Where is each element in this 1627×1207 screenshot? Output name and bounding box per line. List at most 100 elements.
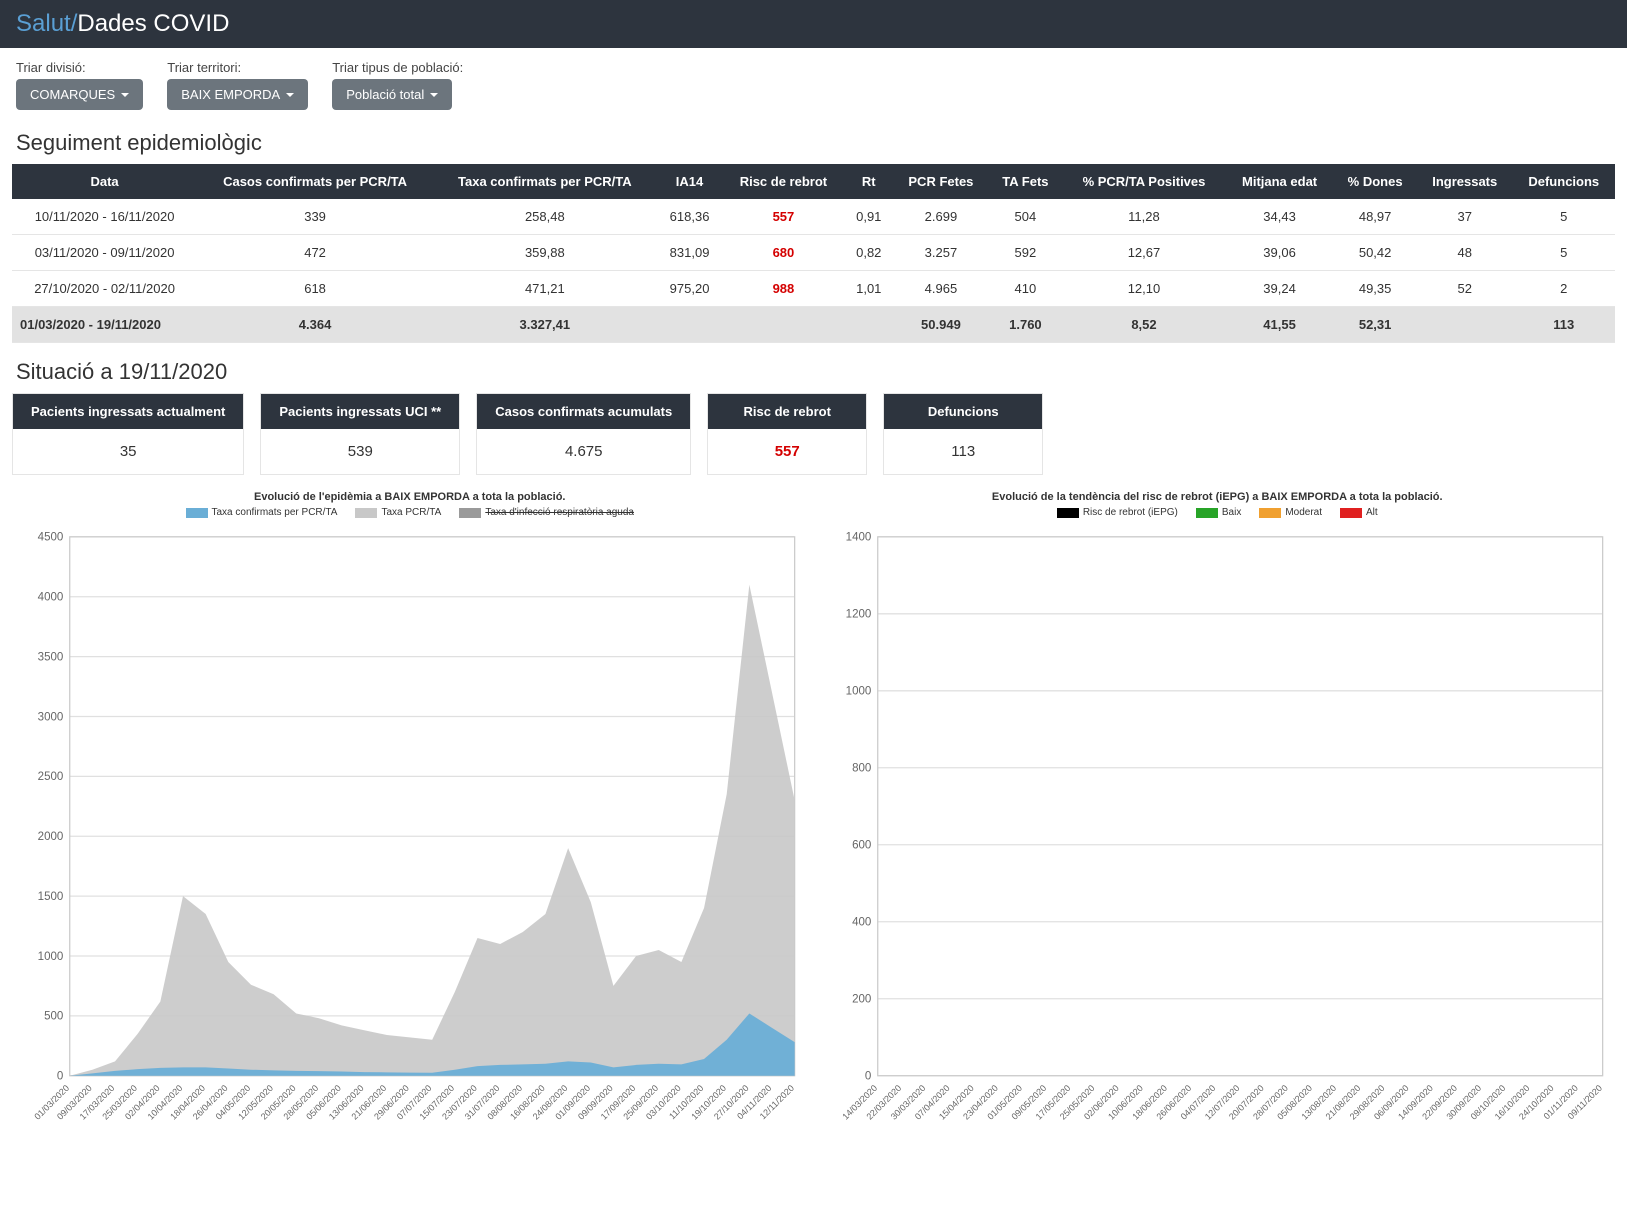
svg-text:3000: 3000: [38, 711, 64, 723]
table-cell: 50,42: [1333, 235, 1417, 271]
table-cell: 39,24: [1226, 271, 1333, 307]
caret-icon: [430, 93, 438, 97]
cards-row: Pacients ingressats actualment35Pacients…: [0, 393, 1627, 491]
chart-right-title: Evolució de la tendència del risc de reb…: [820, 491, 1616, 503]
table-cell: 988: [722, 271, 844, 307]
filter-poblacio-button[interactable]: Població total: [332, 79, 452, 110]
table-cell: 3.257: [893, 235, 989, 271]
svg-text:0: 0: [864, 1071, 870, 1083]
svg-text:0: 0: [57, 1071, 63, 1083]
table-cell: 4.364: [197, 307, 433, 343]
table-cell: 504: [989, 199, 1062, 235]
table-cell: 10/11/2020 - 16/11/2020: [12, 199, 197, 235]
svg-text:1200: 1200: [845, 609, 871, 621]
table-cell: 34,43: [1226, 199, 1333, 235]
table-cell: 52,31: [1333, 307, 1417, 343]
table-cell: 0,82: [844, 235, 893, 271]
table-row: 03/11/2020 - 09/11/2020472359,88831,0968…: [12, 235, 1615, 271]
caret-icon: [121, 93, 129, 97]
table-cell: 471,21: [433, 271, 657, 307]
card-value: 4.675: [477, 429, 690, 474]
epi-table: DataCasos confirmats per PCR/TATaxa conf…: [12, 164, 1615, 343]
table-cell: 618,36: [657, 199, 723, 235]
table-header: IA14: [657, 164, 723, 199]
card-value: 557: [708, 429, 866, 474]
svg-text:1500: 1500: [38, 891, 64, 903]
card-value: 539: [261, 429, 459, 474]
filter-divisio-button[interactable]: COMARQUES: [16, 79, 143, 110]
table-header: Casos confirmats per PCR/TA: [197, 164, 433, 199]
table-cell: [657, 307, 723, 343]
filter-territori-label: Triar territori:: [167, 60, 308, 75]
legend-item: Alt: [1340, 507, 1378, 518]
filter-poblacio-label: Triar tipus de població:: [332, 60, 463, 75]
table-cell: 831,09: [657, 235, 723, 271]
table-row: 27/10/2020 - 02/11/2020618471,21975,2098…: [12, 271, 1615, 307]
svg-text:4000: 4000: [38, 592, 64, 604]
table-cell: 618: [197, 271, 433, 307]
stat-card: Casos confirmats acumulats4.675: [476, 393, 691, 475]
svg-text:2000: 2000: [38, 831, 64, 843]
card-value: 113: [884, 429, 1042, 474]
table-cell: 4.965: [893, 271, 989, 307]
table-header: Mitjana edat: [1226, 164, 1333, 199]
filter-territori-button[interactable]: BAIX EMPORDA: [167, 79, 308, 110]
svg-text:500: 500: [44, 1011, 63, 1023]
svg-text:200: 200: [852, 994, 871, 1006]
table-cell: 258,48: [433, 199, 657, 235]
table-cell: 37: [1417, 199, 1513, 235]
card-value: 35: [13, 429, 243, 474]
table-cell: 03/11/2020 - 09/11/2020: [12, 235, 197, 271]
table-cell: 680: [722, 235, 844, 271]
svg-text:4500: 4500: [38, 532, 64, 544]
legend-item: Baix: [1196, 507, 1241, 518]
svg-text:800: 800: [852, 763, 871, 775]
svg-text:1000: 1000: [845, 686, 871, 698]
chart-left: Evolució de l'epidèmia a BAIX EMPORDA a …: [12, 491, 808, 1166]
table-cell: 5: [1513, 199, 1615, 235]
table-header: Risc de rebrot: [722, 164, 844, 199]
table-cell: 113: [1513, 307, 1615, 343]
table-cell: 3.327,41: [433, 307, 657, 343]
table-header: Ingressats: [1417, 164, 1513, 199]
table-row: 10/11/2020 - 16/11/2020339258,48618,36 5 5…: [12, 199, 1615, 235]
caret-icon: [286, 93, 294, 97]
table-cell: 339: [197, 199, 433, 235]
table-cell: 0,91: [844, 199, 893, 235]
table-cell: 50.949: [893, 307, 989, 343]
table-title: Seguiment epidemiològic: [0, 114, 1627, 164]
svg-text:3500: 3500: [38, 651, 64, 663]
stat-card: Pacients ingressats UCI **539: [260, 393, 460, 475]
legend-item: Taxa PCR/TA: [355, 507, 441, 518]
table-cell: 410: [989, 271, 1062, 307]
table-header: Taxa confirmats per PCR/TA: [433, 164, 657, 199]
svg-text:1400: 1400: [845, 532, 871, 544]
filter-divisio-label: Triar divisió:: [16, 60, 143, 75]
brand-salut: Salut/: [16, 10, 77, 38]
table-header: TA Fets: [989, 164, 1062, 199]
table-cell: 39,06: [1226, 235, 1333, 271]
table-cell: 52: [1417, 271, 1513, 307]
table-header: Data: [12, 164, 197, 199]
legend-item: Moderat: [1259, 507, 1322, 518]
table-cell: 2.699: [893, 199, 989, 235]
table-cell: 11,28: [1062, 199, 1226, 235]
legend-item: Risc de rebrot (iEPG): [1057, 507, 1178, 518]
table-cell: [1417, 307, 1513, 343]
legend-item: Taxa confirmats per PCR/TA: [186, 507, 338, 518]
table-cell: 5: [1513, 235, 1615, 271]
chart-right: Evolució de la tendència del risc de reb…: [820, 491, 1616, 1166]
table-cell: 359,88: [433, 235, 657, 271]
table-cell: 2: [1513, 271, 1615, 307]
svg-text:1000: 1000: [38, 951, 64, 963]
legend-item: Taxa d'infecció respiratòria aguda: [459, 507, 634, 518]
card-header: Risc de rebrot: [708, 394, 866, 429]
card-header: Pacients ingressats UCI **: [261, 394, 459, 429]
table-cell: 48: [1417, 235, 1513, 271]
table-cell: 27/10/2020 - 02/11/2020: [12, 271, 197, 307]
table-cell: 49,35: [1333, 271, 1417, 307]
table-cell: 41,55: [1226, 307, 1333, 343]
table-header: % PCR/TA Positives: [1062, 164, 1226, 199]
stat-card: Defuncions113: [883, 393, 1043, 475]
svg-text:600: 600: [852, 840, 871, 852]
